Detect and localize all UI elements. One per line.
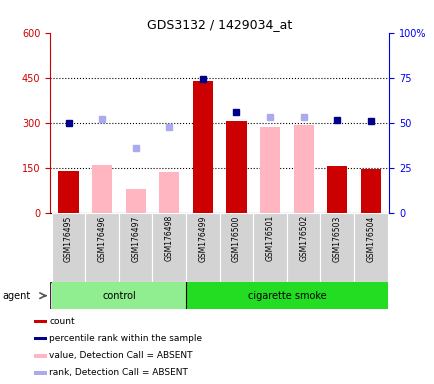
Bar xyxy=(320,213,353,282)
Bar xyxy=(219,213,253,282)
Bar xyxy=(186,282,387,309)
Text: count: count xyxy=(49,317,75,326)
Bar xyxy=(360,169,380,213)
Bar xyxy=(192,81,213,213)
Bar xyxy=(52,213,85,282)
Text: rank, Detection Call = ABSENT: rank, Detection Call = ABSENT xyxy=(49,368,188,377)
Bar xyxy=(52,282,186,309)
Bar xyxy=(34,354,47,358)
Bar xyxy=(353,213,387,282)
Bar xyxy=(186,213,219,282)
Bar xyxy=(152,213,186,282)
Bar xyxy=(85,213,118,282)
Bar xyxy=(58,171,79,213)
Bar xyxy=(293,125,313,213)
Bar xyxy=(34,319,47,323)
Text: GSM176503: GSM176503 xyxy=(332,215,341,262)
Text: GSM176496: GSM176496 xyxy=(97,215,106,262)
Bar xyxy=(159,172,179,213)
Bar xyxy=(34,337,47,341)
Text: GSM176501: GSM176501 xyxy=(265,215,274,262)
Bar xyxy=(34,371,47,374)
Title: GDS3132 / 1429034_at: GDS3132 / 1429034_at xyxy=(147,18,292,31)
Text: percentile rank within the sample: percentile rank within the sample xyxy=(49,334,202,343)
Bar xyxy=(260,127,279,213)
Text: GSM176504: GSM176504 xyxy=(365,215,375,262)
Text: GSM176498: GSM176498 xyxy=(164,215,174,262)
Bar xyxy=(92,165,112,213)
Bar xyxy=(125,189,145,213)
Bar xyxy=(118,213,152,282)
Bar xyxy=(286,213,320,282)
Text: value, Detection Call = ABSENT: value, Detection Call = ABSENT xyxy=(49,351,193,360)
Text: cigarette smoke: cigarette smoke xyxy=(247,291,326,301)
Bar xyxy=(253,213,286,282)
Text: GSM176495: GSM176495 xyxy=(64,215,73,262)
Text: GSM176502: GSM176502 xyxy=(299,215,307,262)
Text: control: control xyxy=(102,291,135,301)
Text: GSM176500: GSM176500 xyxy=(231,215,240,262)
Text: agent: agent xyxy=(2,291,30,301)
Bar xyxy=(326,167,346,213)
Text: GSM176497: GSM176497 xyxy=(131,215,140,262)
Bar xyxy=(226,121,246,213)
Text: GSM176499: GSM176499 xyxy=(198,215,207,262)
